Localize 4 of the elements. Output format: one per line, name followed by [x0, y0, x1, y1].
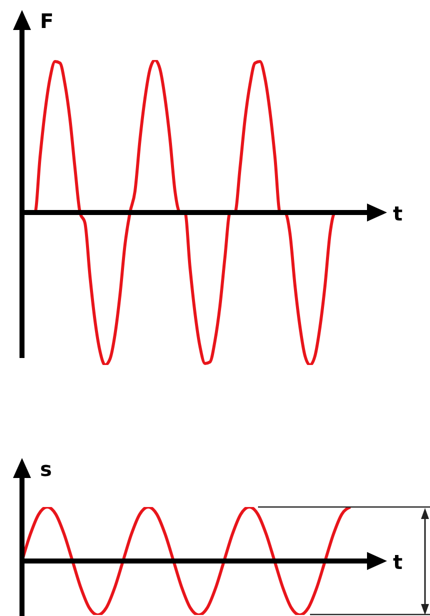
- x-axis-title: t: [393, 550, 403, 574]
- y-axis-title: s: [40, 457, 52, 481]
- x-axis-title: t: [393, 202, 403, 226]
- y-axis-title: F: [40, 9, 54, 33]
